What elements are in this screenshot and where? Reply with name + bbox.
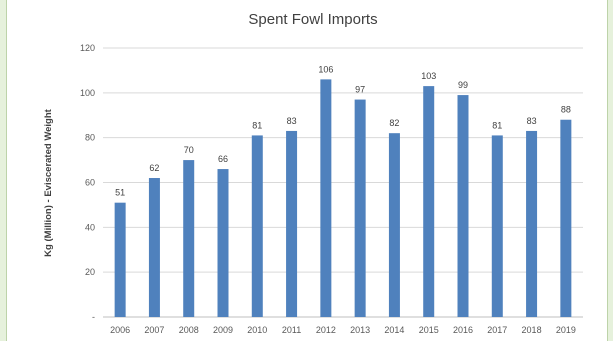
data-label: 99 — [458, 80, 468, 90]
bars — [114, 79, 572, 317]
y-tick-label: 60 — [85, 178, 95, 188]
data-label: 66 — [218, 154, 228, 164]
bar — [217, 169, 229, 317]
data-labels: 51 62 70 66 81 83 106 97 82 103 99 81 83 88 — [115, 64, 571, 197]
x-axis-ticks: 2006 2007 2008 2009 2010 2011 2012 2013 2014 2015… — [110, 325, 576, 335]
spent-fowl-imports-chart: Spent Fowl Imports - 20 40 60 80 100 120 51 62 7… — [43, 11, 583, 335]
x-tick-label: 2015 — [419, 325, 439, 335]
data-label: 51 — [115, 188, 125, 198]
data-label: 83 — [527, 116, 537, 126]
chart-title: Spent Fowl Imports — [248, 11, 377, 28]
x-tick-label: 2012 — [316, 325, 336, 335]
data-label: 88 — [561, 105, 571, 115]
x-tick-label: 2014 — [384, 325, 404, 335]
x-tick-label: 2009 — [213, 325, 233, 335]
bar — [560, 119, 572, 317]
bar — [491, 135, 503, 317]
data-label: 97 — [355, 85, 365, 95]
data-label: 82 — [389, 118, 399, 128]
x-tick-label: 2013 — [350, 325, 370, 335]
bar — [320, 79, 332, 317]
y-tick-label: 120 — [80, 43, 95, 53]
x-tick-label: 2018 — [522, 325, 542, 335]
bar — [114, 202, 126, 317]
y-tick-label: 80 — [85, 133, 95, 143]
x-tick-label: 2019 — [556, 325, 576, 335]
chart-frame: Spent Fowl Imports - 20 40 60 80 100 120 51 62 7… — [6, 0, 608, 341]
y-axis-ticks: - 20 40 60 80 100 120 — [80, 43, 95, 322]
gridlines — [103, 47, 583, 318]
y-tick-label: 20 — [85, 267, 95, 277]
y-axis-label: Kg (Million) - Eviscerated Weight — [43, 108, 54, 256]
bar — [183, 160, 195, 317]
bar — [251, 135, 263, 317]
bar — [354, 99, 366, 317]
x-tick-label: 2006 — [110, 325, 130, 335]
bar — [148, 178, 160, 317]
bar — [457, 95, 469, 317]
data-label: 81 — [252, 120, 262, 130]
data-label: 81 — [492, 120, 502, 130]
y-tick-label: - — [92, 312, 95, 322]
y-tick-label: 40 — [85, 222, 95, 232]
bar — [388, 133, 400, 317]
data-label: 70 — [184, 145, 194, 155]
x-tick-label: 2011 — [282, 325, 301, 335]
x-tick-label: 2017 — [487, 325, 507, 335]
x-tick-label: 2008 — [179, 325, 199, 335]
data-label: 83 — [287, 116, 297, 126]
x-tick-label: 2007 — [144, 325, 164, 335]
bar — [423, 86, 435, 317]
x-tick-label: 2010 — [247, 325, 267, 335]
data-label: 62 — [149, 163, 159, 173]
bar — [286, 130, 298, 317]
data-label: 106 — [318, 64, 333, 74]
y-tick-label: 100 — [80, 88, 95, 98]
x-tick-label: 2016 — [453, 325, 473, 335]
bar — [526, 130, 538, 317]
data-label: 103 — [421, 71, 436, 81]
